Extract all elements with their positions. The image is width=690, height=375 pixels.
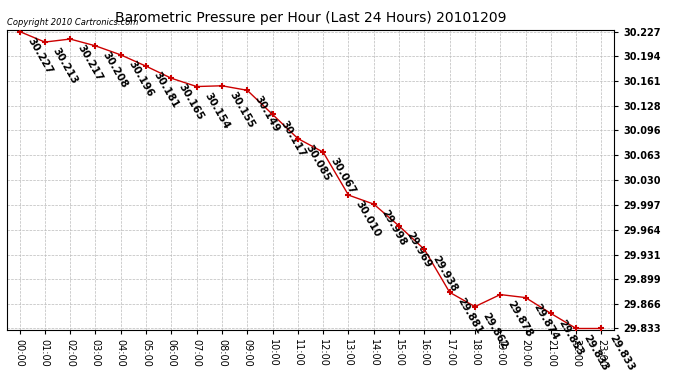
Text: 30.196: 30.196: [126, 59, 155, 99]
Text: 29.833: 29.833: [582, 333, 611, 372]
Text: 30.117: 30.117: [278, 118, 307, 159]
Text: Copyright 2010 Cartronics.com: Copyright 2010 Cartronics.com: [7, 18, 138, 27]
Text: 29.878: 29.878: [506, 299, 535, 339]
Text: 29.998: 29.998: [380, 208, 408, 248]
Text: 29.881: 29.881: [455, 297, 484, 336]
Text: 30.181: 30.181: [152, 70, 180, 110]
Text: 30.085: 30.085: [304, 143, 332, 183]
Text: 30.154: 30.154: [202, 91, 231, 130]
Text: 30.217: 30.217: [76, 43, 105, 83]
Text: 30.149: 30.149: [253, 94, 282, 134]
Text: 30.067: 30.067: [328, 156, 357, 196]
Text: 29.969: 29.969: [404, 230, 433, 270]
Text: 29.833: 29.833: [607, 333, 635, 372]
Text: 30.010: 30.010: [354, 199, 383, 239]
Text: 30.155: 30.155: [228, 90, 256, 130]
Text: Barometric Pressure per Hour (Last 24 Hours) 20101209: Barometric Pressure per Hour (Last 24 Ho…: [115, 11, 506, 25]
Text: 30.213: 30.213: [50, 46, 79, 86]
Text: 29.938: 29.938: [430, 254, 459, 293]
Text: 29.874: 29.874: [531, 302, 560, 342]
Text: 29.862: 29.862: [480, 311, 509, 351]
Text: 30.227: 30.227: [25, 36, 54, 76]
Text: 29.853: 29.853: [556, 318, 585, 357]
Text: 30.165: 30.165: [177, 82, 206, 122]
Text: 30.208: 30.208: [101, 50, 130, 90]
